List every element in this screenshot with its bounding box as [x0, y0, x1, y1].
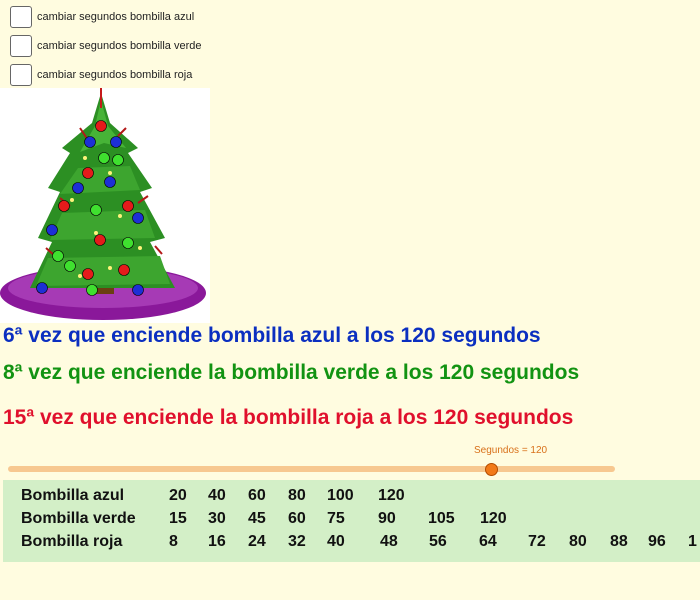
checkbox-label-green: cambiar segundos bombilla verde [37, 40, 202, 52]
row-name: Bombilla verde [21, 510, 136, 527]
table-cell: 20 [169, 487, 187, 504]
table-cell: 40 [208, 487, 226, 504]
seconds-slider[interactable] [8, 466, 615, 472]
table-cell: 40 [327, 533, 345, 550]
checkbox-label-red: cambiar segundos bombilla roja [37, 69, 193, 81]
table-cell: 120 [378, 487, 405, 504]
table-cell: 45 [248, 510, 266, 527]
table-cell: 105 [428, 510, 455, 527]
table-cell: 56 [429, 533, 447, 550]
table-cell: 24 [248, 533, 266, 550]
checkbox-row-blue[interactable]: cambiar segundos bombilla azul [10, 6, 194, 28]
table-cell: 30 [208, 510, 226, 527]
table-cell: 32 [288, 533, 306, 550]
table-cell: 88 [610, 533, 628, 550]
row-name: Bombilla azul [21, 487, 125, 504]
table-cell: 15 [169, 510, 187, 527]
checkbox-row-red[interactable]: cambiar segundos bombilla roja [10, 64, 192, 86]
checkbox-row-green[interactable]: cambiar segundos bombilla verde [10, 35, 201, 57]
table-cell: 16 [208, 533, 226, 550]
message-blue: 6ª vez que enciende bombilla azul a los … [3, 324, 541, 347]
table-cell: 90 [378, 510, 396, 527]
table-cell: 80 [569, 533, 587, 550]
checkbox-red[interactable] [10, 64, 32, 86]
slider-handle[interactable] [485, 463, 498, 476]
checkbox-label-blue: cambiar segundos bombilla azul [37, 11, 195, 23]
table-cell: 100 [327, 487, 354, 504]
table-cell: 8 [169, 533, 178, 550]
checkbox-blue[interactable] [10, 6, 32, 28]
table-cell: 72 [528, 533, 546, 550]
table-cell: 75 [327, 510, 345, 527]
table-cell: 48 [380, 533, 398, 550]
table-cell: 1 [688, 533, 697, 550]
table-cell: 120 [480, 510, 507, 527]
table-cell: 80 [288, 487, 306, 504]
row-name: Bombilla roja [21, 533, 123, 550]
table-cell: 64 [479, 533, 497, 550]
christmas-tree-icon [0, 88, 210, 323]
message-green: 8ª vez que enciende la bombilla verde a … [3, 361, 580, 384]
table-cell: 96 [648, 533, 666, 550]
message-red: 15ª vez que enciende la bombilla roja a … [3, 406, 574, 429]
slider-label: Segundos = 120 [474, 445, 548, 456]
table-cell: 60 [288, 510, 306, 527]
table-cell: 60 [248, 487, 266, 504]
checkbox-green[interactable] [10, 35, 32, 57]
bulbs-table: Bombilla azul 20 40 60 80 100 120 Bombil… [3, 480, 700, 562]
